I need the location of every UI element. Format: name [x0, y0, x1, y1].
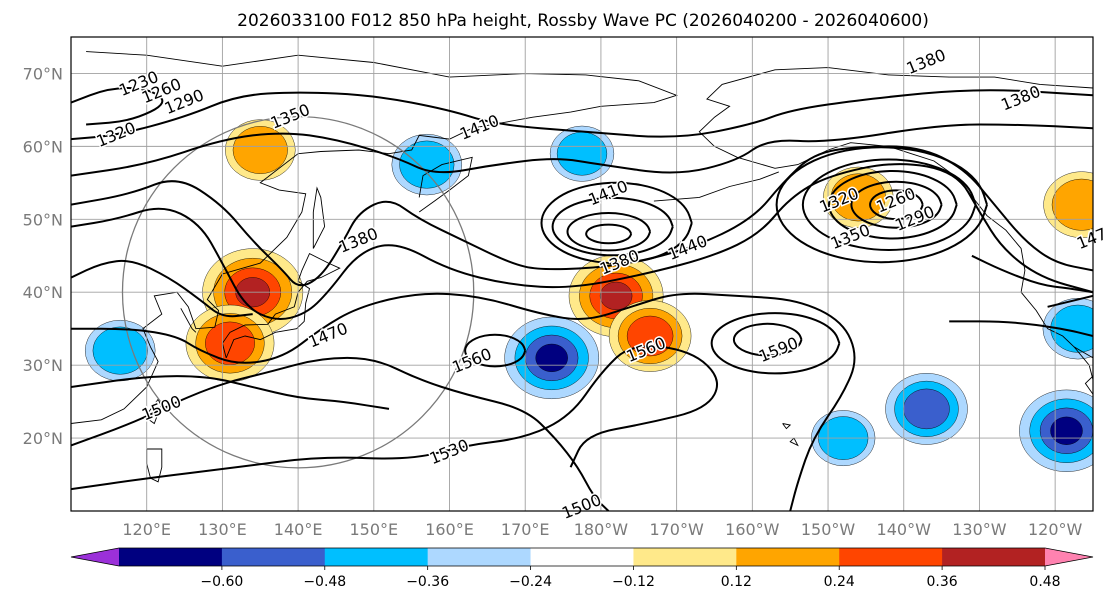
colorbar-tick-label: −0.48 — [303, 574, 346, 590]
height-contour-line — [71, 259, 253, 318]
colorbar: −0.60 −0.48 −0.36 −0.24 −0.12 0.12 0.24 0.36 0.4… — [70, 547, 1094, 590]
height-contour-line — [566, 211, 652, 252]
coastline-segment — [312, 186, 326, 249]
coastline-segment — [1084, 375, 1093, 395]
longitude-label: 170°E — [501, 520, 550, 539]
anomaly-blob — [399, 140, 455, 189]
longitude-label: 160°W — [725, 520, 780, 539]
coastline-segment — [71, 51, 678, 424]
longitude-label: 150°W — [801, 520, 856, 539]
colorbar-tick-label: 0.24 — [824, 574, 855, 590]
height-contour-line — [949, 320, 1093, 337]
reference-circle — [121, 115, 475, 469]
height-contour-line — [464, 333, 527, 368]
height-contour-line — [1047, 294, 1093, 308]
colorbar-tick-label: 0.48 — [1029, 574, 1060, 590]
latitude-label: 30°N — [23, 356, 63, 375]
colorbar-tick-label: −0.60 — [200, 574, 243, 590]
anomaly-blob — [535, 343, 568, 372]
colorbar-tick-label: −0.12 — [612, 574, 655, 590]
anomaly-blob — [903, 388, 950, 430]
longitude-label: 150°E — [349, 520, 398, 539]
colorbar-right-arrow — [1045, 548, 1093, 566]
longitude-label: 140°W — [877, 520, 932, 539]
longitude-label: 130°W — [952, 520, 1007, 539]
colorbar-tick-label: 0.36 — [927, 574, 958, 590]
height-contour-line — [869, 189, 924, 221]
height-contour-line — [585, 223, 633, 245]
height-contour-line — [801, 158, 977, 252]
latitude-label: 40°N — [23, 283, 63, 302]
latitude-label: 20°N — [23, 429, 63, 448]
height-contour-line — [71, 123, 1093, 177]
anomaly-blob — [92, 326, 148, 375]
height-contour-layer — [71, 86, 1093, 511]
colorbar-tick-label: −0.36 — [406, 574, 449, 590]
colorbar-segment — [839, 548, 943, 566]
anomaly-blob — [1051, 178, 1093, 231]
colorbar-outline — [70, 547, 1094, 567]
height-contour-line — [71, 89, 1093, 141]
coastline-segment — [221, 252, 341, 359]
coastline-segment — [418, 156, 473, 213]
latitude-label: 70°N — [23, 64, 63, 83]
coastline-segment — [180, 308, 197, 333]
colorbar-segment — [633, 548, 737, 566]
colorbar-segment — [221, 548, 326, 566]
coastline-segment — [147, 398, 162, 425]
height-contour-line — [850, 180, 943, 229]
height-contour-line — [732, 322, 803, 357]
coastline-segment — [789, 437, 799, 447]
longitude-label: 180°W — [574, 520, 629, 539]
colorbar-segment — [119, 548, 223, 566]
graticule-layer — [71, 37, 1093, 511]
longitude-label: 140°E — [274, 520, 323, 539]
height-contour-line — [71, 86, 164, 126]
reference-circle-outline — [121, 115, 475, 469]
longitude-label: 160°E — [425, 520, 474, 539]
latitude-label: 60°N — [23, 137, 63, 156]
height-contour-line — [828, 169, 958, 240]
height-contour-line — [551, 196, 674, 257]
anomaly-blob — [599, 281, 633, 310]
figure-title: 2026033100 F012 850 hPa height, Rossby W… — [237, 11, 929, 31]
anomaly-blob — [1050, 304, 1093, 353]
coastline-segment — [653, 171, 779, 202]
height-contour-line — [71, 345, 718, 491]
map-frame — [70, 36, 1094, 512]
latitude-labels: 20°N 30°N 40°N 50°N 60°N 70°N — [23, 64, 63, 448]
longitude-label: 120°W — [1028, 520, 1083, 539]
height-contour-line — [71, 292, 856, 511]
longitude-label: 120°E — [122, 520, 171, 539]
height-contour-line — [71, 163, 1093, 320]
coastline-segment — [782, 423, 792, 430]
longitude-label: 170°W — [649, 520, 704, 539]
longitude-label: 130°E — [198, 520, 247, 539]
height-contour-line — [710, 312, 841, 375]
anomaly-blob — [232, 126, 288, 174]
height-contour-line — [71, 375, 390, 410]
colorbar-left-arrow — [71, 548, 119, 566]
latitude-label: 50°N — [23, 210, 63, 229]
height-contour-line — [971, 254, 1093, 294]
colorbar-segment — [736, 548, 840, 566]
longitude-labels: 120°E 130°E 140°E 150°E 160°E 170°E 180°W 170°W… — [122, 520, 1082, 539]
colorbar-segment — [942, 548, 1046, 566]
colorbar-tick-label: −0.24 — [509, 574, 552, 590]
colorbar-segment — [427, 548, 532, 566]
anomaly-blob — [205, 321, 255, 365]
height-contour-line — [71, 356, 610, 511]
anomaly-blob — [556, 131, 608, 176]
height-contour-line — [71, 145, 1093, 287]
colorbar-segment — [530, 548, 634, 566]
colorbar-tick-label: 0.12 — [721, 574, 752, 590]
coastline-segment — [698, 67, 1093, 147]
colorbar-segment — [324, 548, 429, 566]
